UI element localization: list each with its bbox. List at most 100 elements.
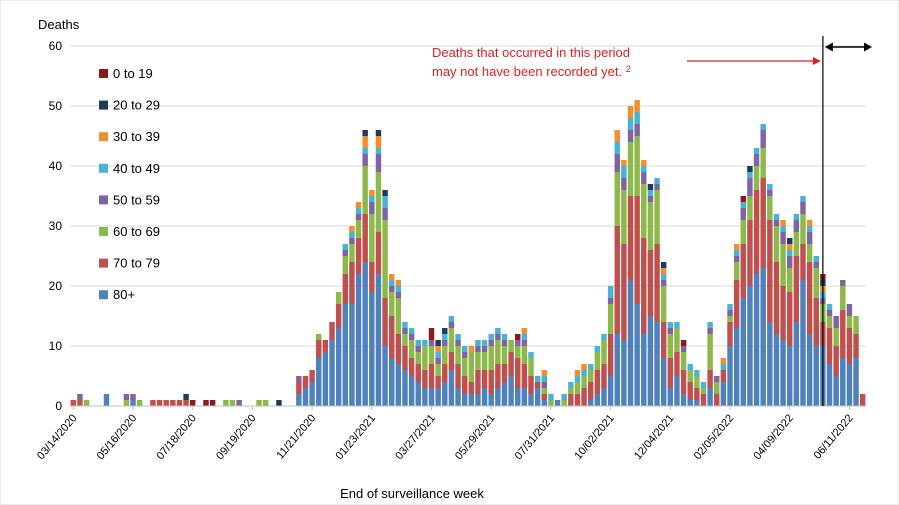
- bar-segment: [614, 334, 620, 406]
- bar-segment: [667, 358, 674, 388]
- bar-segment: [660, 286, 667, 322]
- bar-segment: [727, 322, 733, 346]
- bar-segment: [375, 154, 382, 172]
- bar-segment: [634, 112, 640, 124]
- bar-segment: [422, 340, 428, 346]
- bar-segment: [521, 328, 528, 334]
- bar-segment: [574, 370, 581, 376]
- bar-segment: [641, 166, 647, 172]
- bar-segment: [448, 328, 455, 352]
- bar-segment: [488, 370, 494, 394]
- bar-segment: [229, 400, 236, 406]
- bar-segment: [541, 400, 547, 406]
- bar-segment: [256, 400, 262, 406]
- bar-segment: [468, 394, 475, 406]
- bar-segment: [594, 352, 601, 370]
- bar-segment: [647, 316, 654, 406]
- bar-segment: [369, 202, 375, 214]
- y-tick-label: 40: [49, 159, 63, 173]
- bar-segment: [787, 238, 793, 244]
- bar-segment: [541, 388, 547, 394]
- bar-segment: [720, 364, 727, 370]
- bar-segment: [833, 376, 839, 406]
- bar-segment: [660, 268, 667, 274]
- bar-segment: [687, 370, 693, 382]
- bar-segment: [475, 352, 481, 370]
- bar-segment: [660, 274, 667, 280]
- bar-segment: [773, 262, 780, 334]
- bar-segment: [660, 262, 667, 268]
- bar-segment: [787, 256, 793, 268]
- bar-segment: [481, 346, 488, 352]
- bar-segment: [733, 262, 740, 280]
- legend-swatch: [99, 163, 108, 173]
- bar-segment: [621, 178, 627, 190]
- bar-segment: [408, 328, 415, 334]
- bar-segment: [369, 262, 375, 292]
- bar-segment: [349, 226, 355, 232]
- bar-segment: [660, 280, 667, 286]
- bar-segment: [442, 328, 448, 334]
- bar-segment: [435, 340, 441, 346]
- bar-segment: [515, 358, 521, 388]
- bar-segment: [302, 388, 309, 406]
- bar-segment: [442, 334, 448, 340]
- bar-segment: [468, 346, 475, 352]
- bar-segment: [753, 190, 760, 274]
- legend-swatch: [99, 290, 108, 300]
- bar-segment: [621, 340, 627, 406]
- bar-segment: [846, 304, 853, 316]
- bar-segment: [813, 262, 819, 268]
- bar-segment: [773, 214, 780, 220]
- bar-segment: [362, 262, 368, 406]
- bar-segment: [853, 316, 859, 334]
- y-tick-label: 50: [49, 99, 63, 113]
- bar-segment: [614, 172, 620, 226]
- bar-segment: [780, 220, 786, 226]
- bar-segment: [680, 370, 687, 394]
- bar-segment: [753, 154, 760, 166]
- bar-segment: [793, 256, 800, 322]
- bar-segment: [687, 364, 693, 370]
- legend-swatch: [99, 258, 108, 268]
- bar-segment: [382, 208, 388, 220]
- bar-segment: [588, 382, 594, 400]
- bar-segment: [488, 334, 494, 340]
- bar-segment: [461, 346, 468, 352]
- bar-segment: [521, 334, 528, 340]
- legend: 0 to 19 20 to 29 30 to 39 40 to 49 50 to 59 6…: [99, 66, 160, 302]
- bar-segment: [694, 376, 700, 388]
- bar-segment: [428, 364, 435, 388]
- bar-segment: [714, 382, 720, 394]
- bar-segment: [468, 352, 475, 382]
- bar-segment: [435, 358, 441, 364]
- bar-segment: [448, 316, 455, 322]
- bar-segment: [840, 286, 846, 310]
- bar-segment: [621, 160, 627, 166]
- bar-segment: [800, 280, 806, 406]
- bar-segment: [528, 358, 534, 376]
- bar-segment: [634, 124, 640, 136]
- bar-segment: [574, 394, 581, 406]
- bar-segment: [528, 394, 534, 406]
- legend-label: 50 to 59: [113, 192, 160, 207]
- bar-segment: [548, 400, 554, 406]
- bar-segment: [720, 370, 727, 382]
- bar-segment: [442, 340, 448, 346]
- bar-segment: [156, 400, 163, 406]
- bar-segment: [806, 244, 813, 262]
- bar-segment: [634, 304, 640, 406]
- bar-segment: [402, 322, 408, 328]
- bar-segment: [123, 394, 130, 400]
- legend-swatch: [99, 195, 108, 205]
- bar-segment: [727, 310, 733, 316]
- bar-segment: [402, 334, 408, 346]
- bar-segment: [654, 322, 660, 406]
- bar-segment: [568, 388, 574, 394]
- bar-segment: [296, 394, 302, 406]
- legend-swatch: [99, 69, 108, 78]
- bar-segment: [442, 382, 448, 406]
- annotation-superscript: 2: [626, 64, 631, 74]
- bar-segment: [521, 340, 528, 346]
- bar-segment: [448, 352, 455, 370]
